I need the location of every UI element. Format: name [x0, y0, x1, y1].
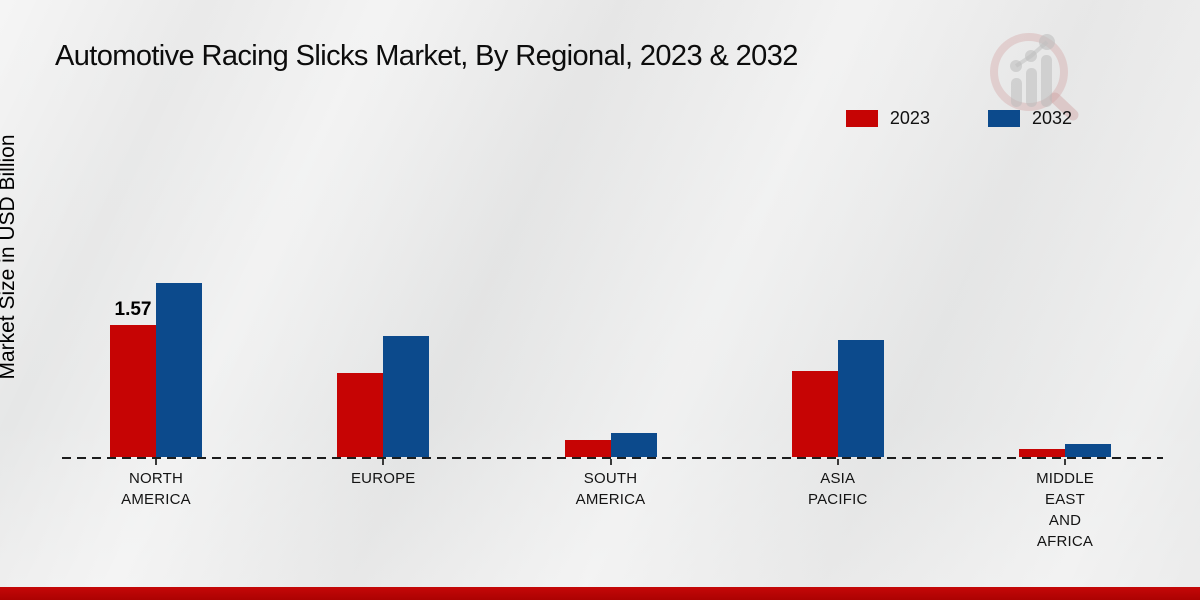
legend-item-2032: 2032 [987, 108, 1072, 129]
category-label-europe: EUROPE [350, 470, 416, 487]
x-axis-tick [1064, 459, 1066, 465]
bar-2032-north-america [156, 283, 202, 457]
x-axis-tick [382, 459, 385, 465]
bar-2032-middle-east-and-africa [1065, 444, 1111, 457]
bar-2032-europe [383, 336, 430, 457]
legend-label-2023: 2023 [889, 108, 930, 128]
magnifier-growth-chart-logo-icon [990, 33, 1079, 121]
bar-2023-north-america [110, 325, 156, 457]
category-label-middle-east-and-africa: MIDDLE EAST AND AFRICA [1036, 470, 1094, 550]
x-axis-tick [836, 459, 839, 465]
category-label-north-america: NORTH AMERICA [121, 470, 191, 508]
value-label-1.57: 1.57 [114, 299, 152, 320]
bar-2023-asia-pacific [791, 371, 838, 457]
x-axis-baseline [62, 457, 1163, 459]
x-axis-tick [155, 459, 157, 465]
legend-label-2032: 2032 [1031, 108, 1072, 128]
legend-swatch-2023 [845, 110, 878, 127]
category-label-south-america: SOUTH AMERICA [575, 470, 646, 508]
bar-2023-middle-east-and-africa [1019, 449, 1065, 457]
legend-swatch-2032 [987, 110, 1020, 127]
category-label-asia-pacific: ASIA PACIFIC [808, 470, 868, 508]
legend-item-2023: 2023 [845, 108, 930, 129]
chart-legend: 2023 2032 [845, 108, 1072, 129]
bar-2032-south-america [610, 433, 657, 457]
y-axis-label: Market Size in USD Billion [0, 134, 19, 380]
x-axis-tick [609, 459, 612, 465]
page-title: Automotive Racing Slicks Market, By Regi… [55, 40, 798, 72]
bar-2023-europe [337, 373, 384, 457]
bar-2032-asia-pacific [837, 340, 884, 457]
bar-2023-south-america [564, 440, 611, 457]
footer-accent-band [0, 587, 1200, 600]
